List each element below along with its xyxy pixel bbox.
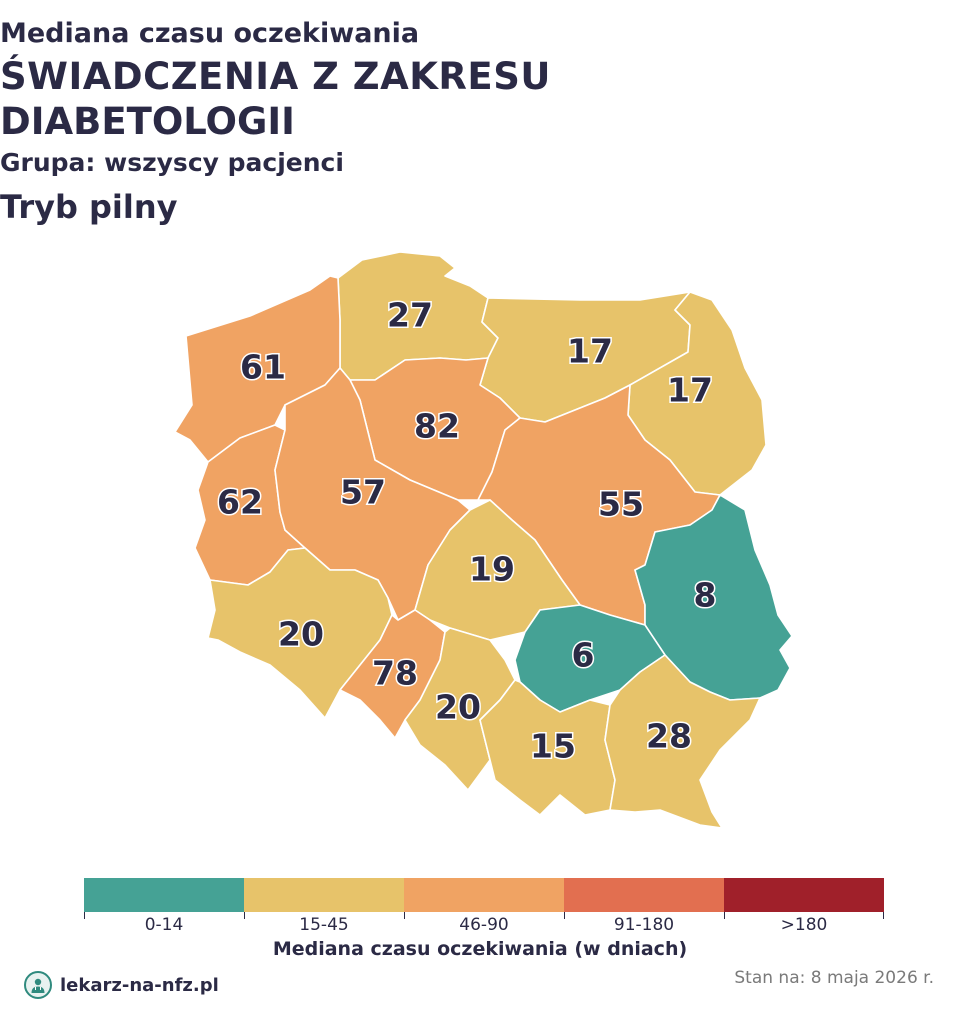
region-swietokrzyskie[interactable] bbox=[514, 604, 666, 713]
value-label-podkarpackie: 28 bbox=[646, 717, 692, 756]
legend-tick bbox=[84, 912, 85, 919]
legend-tick bbox=[724, 912, 725, 919]
value-label-swietokrzyskie: 6 bbox=[572, 636, 595, 675]
legend-colorbar bbox=[84, 878, 884, 912]
value-label-malopolskie: 15 bbox=[530, 727, 576, 766]
legend-label-0-14: 0-14 bbox=[144, 915, 184, 935]
title-line3: DIABETOLOGII bbox=[0, 100, 295, 143]
legend-swatch-15-45 bbox=[244, 878, 404, 912]
legend-swatch-0-14 bbox=[84, 878, 244, 912]
region-podkarpackie[interactable] bbox=[604, 654, 761, 829]
legend-swatch-91-180 bbox=[564, 878, 724, 912]
legend-ticks bbox=[84, 912, 884, 920]
legend-tick bbox=[244, 912, 245, 919]
legend-swatch-over-180 bbox=[724, 878, 884, 912]
legend-title: Mediana czasu oczekiwania (w dniach) bbox=[272, 938, 688, 960]
legend-label-46-90: 46-90 bbox=[459, 915, 509, 935]
legend-labels: 0-14 15-45 46-90 91-180 >180 bbox=[84, 915, 884, 935]
region-malopolskie[interactable] bbox=[479, 679, 616, 816]
title-line1: Mediana czasu oczekiwania bbox=[0, 18, 420, 49]
value-label-zachodniopomorskie: 61 bbox=[240, 348, 286, 387]
value-label-lodzkie: 19 bbox=[469, 550, 515, 589]
value-label-podlaskie: 17 bbox=[667, 371, 713, 410]
title-line2: ŚWIADCZENIA Z ZAKRESU bbox=[0, 55, 551, 98]
value-label-lubuskie: 62 bbox=[217, 483, 263, 522]
value-label-opolskie: 78 bbox=[372, 654, 418, 693]
data-date: Stan na: 8 maja 2026 r. bbox=[734, 968, 934, 988]
legend-swatch-46-90 bbox=[404, 878, 564, 912]
legend-label-91-180: 91-180 bbox=[613, 915, 675, 935]
doctor-icon bbox=[24, 971, 52, 999]
value-label-pomorskie: 27 bbox=[387, 296, 433, 335]
mode-subtitle: Tryb pilny bbox=[0, 188, 178, 226]
legend-label-over-180: >180 bbox=[780, 915, 828, 935]
legend-tick bbox=[564, 912, 565, 919]
legend-tick bbox=[404, 912, 405, 919]
brand[interactable]: lekarz-na-nfz.pl bbox=[24, 971, 219, 999]
value-label-kujawsko-pomorskie: 82 bbox=[414, 407, 460, 446]
brand-name: lekarz-na-nfz.pl bbox=[60, 974, 219, 996]
poland-map: 27 17 17 61 82 62 57 55 19 8 20 78 20 6 … bbox=[174, 251, 793, 829]
group-subtitle: Grupa: wszyscy pacjenci bbox=[0, 148, 344, 177]
value-label-mazowieckie: 55 bbox=[598, 485, 644, 524]
value-label-warminsko-mazurskie: 17 bbox=[567, 332, 613, 371]
legend-tick bbox=[883, 912, 884, 919]
value-label-wielkopolskie: 57 bbox=[340, 473, 386, 512]
value-label-slaskie: 20 bbox=[435, 688, 481, 727]
legend-label-15-45: 15-45 bbox=[299, 915, 349, 935]
value-label-lubelskie: 8 bbox=[694, 576, 717, 615]
value-label-dolnoslaskie: 20 bbox=[278, 615, 324, 654]
